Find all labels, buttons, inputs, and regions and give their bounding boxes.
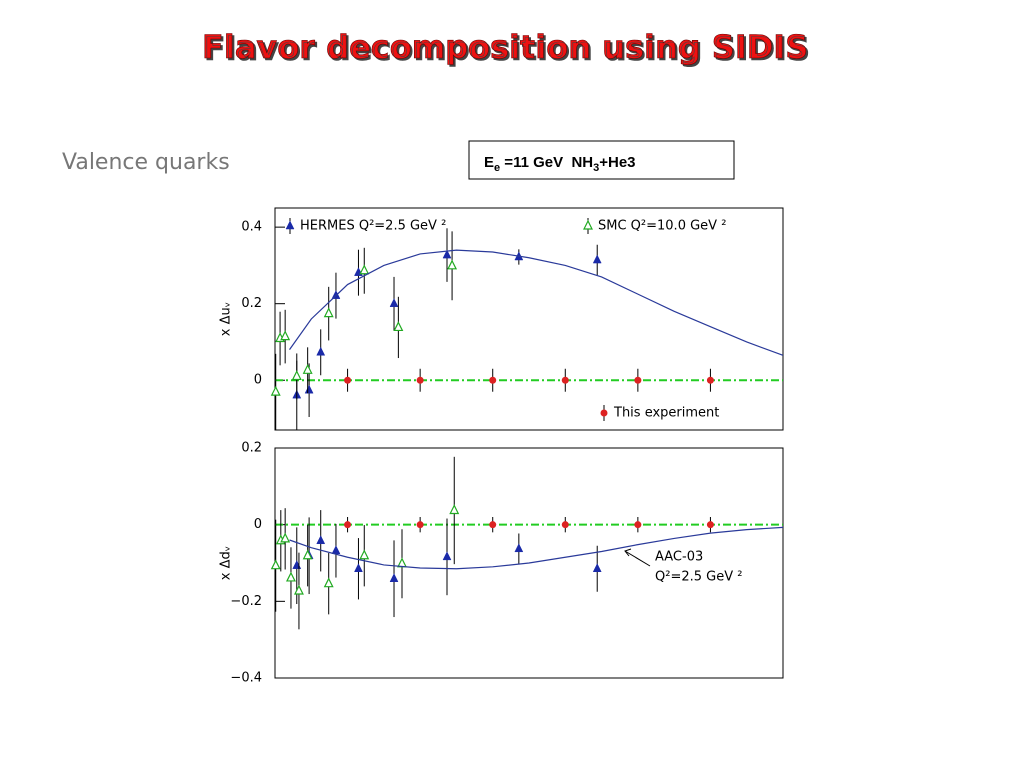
legend-label: HERMES Q²=2.5 GeV ² (300, 219, 446, 234)
info-box (468, 140, 735, 180)
y-axis-label: x Δdᵥ (219, 546, 234, 580)
legend-marker (600, 409, 608, 417)
curve (289, 526, 784, 570)
legend-marker (583, 219, 593, 230)
data-point (634, 376, 642, 384)
y-axis-label: x Δuᵥ (219, 302, 234, 336)
data-point (442, 249, 452, 259)
y-tick-label: 0.2 (241, 441, 262, 456)
data-point (389, 573, 399, 582)
data-point (393, 321, 404, 332)
data-point (292, 560, 302, 569)
data-point (389, 298, 399, 307)
data-point (323, 577, 334, 588)
annotation: Q²=2.5 GeV ² (655, 570, 742, 585)
y-tick-label: −0.2 (230, 594, 262, 609)
data-point (397, 557, 407, 568)
data-point (514, 543, 524, 553)
data-point (561, 376, 569, 384)
y-tick-label: 0.2 (241, 296, 262, 311)
y-tick-label: 0 (254, 517, 262, 532)
data-point (270, 385, 281, 396)
data-point (270, 559, 281, 570)
slide-title: Flavor decomposition using SIDIS (202, 28, 808, 66)
info-text: Ee =11 GeV NH3+He3 (484, 154, 636, 174)
legend-marker (285, 220, 295, 230)
annotation: AAC-03 (655, 550, 703, 565)
data-point (416, 376, 424, 384)
data-point (344, 521, 352, 529)
legend-label: This experiment (613, 406, 719, 421)
annotation-arrow (624, 550, 651, 567)
data-point (416, 521, 424, 529)
data-point (280, 532, 291, 543)
plot-frame (274, 207, 784, 431)
data-point (316, 535, 326, 545)
info-sub: 3 (593, 162, 599, 174)
y-tick-label: 0.4 (241, 220, 262, 235)
data-point (331, 545, 341, 554)
data-point (359, 549, 370, 560)
curve (289, 249, 784, 356)
data-point (561, 521, 569, 529)
data-point (592, 563, 602, 572)
data-point (280, 330, 291, 341)
info-part: +He3 (599, 154, 635, 171)
data-point (706, 521, 714, 529)
info-sub: e (494, 162, 500, 174)
data-point (592, 254, 602, 264)
data-point (634, 521, 642, 529)
annotation-arrowhead (624, 548, 632, 557)
data-point (489, 521, 497, 529)
y-tick-label: 0 (254, 373, 262, 388)
data-point (442, 551, 452, 561)
data-point (291, 370, 302, 381)
data-point (316, 346, 326, 356)
data-point (302, 363, 313, 374)
data-point (344, 376, 352, 384)
data-point (447, 259, 458, 270)
data-point (302, 549, 313, 560)
subtitle: Valence quarks (62, 150, 230, 175)
data-point (285, 571, 296, 582)
data-point (706, 376, 714, 384)
y-tick-label: −0.4 (230, 671, 262, 686)
info-part: =11 GeV NH (500, 154, 593, 171)
legend-label: SMC Q²=10.0 GeV ² (598, 219, 726, 234)
info-part: E (484, 154, 494, 171)
data-point (323, 307, 334, 318)
data-point (304, 384, 314, 394)
data-point (354, 563, 363, 572)
data-point (449, 504, 460, 515)
data-point (489, 376, 497, 384)
data-point (359, 264, 370, 275)
data-point (293, 584, 304, 595)
